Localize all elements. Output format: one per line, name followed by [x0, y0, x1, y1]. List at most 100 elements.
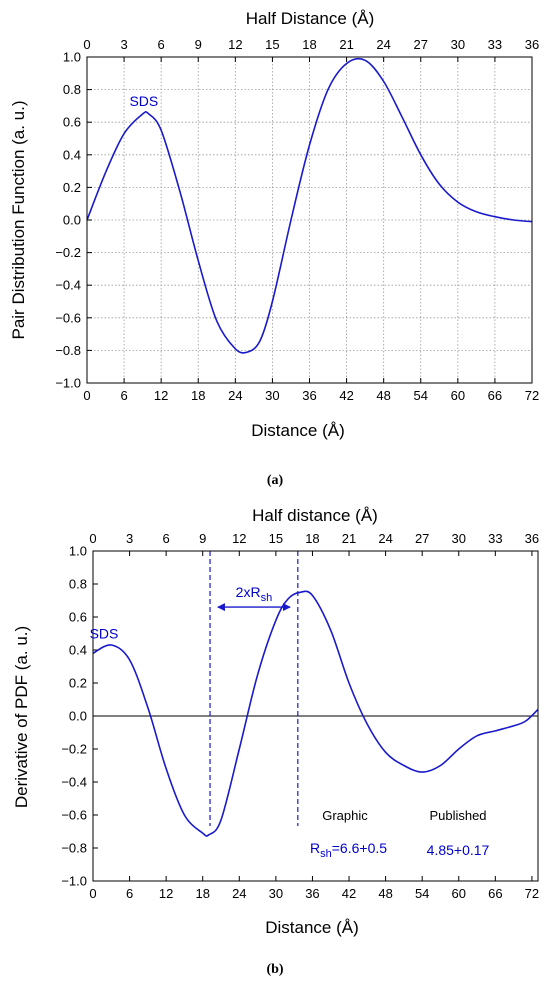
panel-b-top-ticks: 0 3 6 9 12 15 18 21 24 27 30 33 36 — [89, 531, 539, 556]
top-tick-label: 21 — [342, 531, 356, 546]
top-tick-label: 30 — [451, 37, 465, 52]
x-tick-label: 12 — [154, 388, 168, 403]
y-tick-label: −0.2 — [61, 742, 87, 757]
top-tick-label: 15 — [265, 37, 279, 52]
x-tick-label: 24 — [232, 886, 246, 901]
top-tick-label: 6 — [158, 37, 165, 52]
panel-b-arrow-label: 2xRsh — [236, 584, 273, 604]
top-tick-label: 36 — [525, 37, 539, 52]
x-tick-label: 18 — [195, 886, 209, 901]
y-tick-label: 0.4 — [63, 147, 81, 162]
y-tick-label: −1.0 — [55, 376, 81, 391]
top-tick-label: 0 — [83, 37, 90, 52]
panel-a-grid — [87, 57, 532, 383]
y-tick-label: 1.0 — [69, 544, 87, 559]
top-tick-label: 24 — [378, 531, 392, 546]
panel-b-top-axis-title: Half distance (Å) — [252, 506, 378, 525]
panel-b-x-axis-title: Distance (Å) — [265, 918, 359, 937]
panel-a-top-axis-title: Half Distance (Å) — [246, 9, 374, 28]
x-tick-label: 6 — [120, 388, 127, 403]
x-tick-label: 12 — [159, 886, 173, 901]
y-tick-label: 0.0 — [69, 709, 87, 724]
top-tick-label: 27 — [415, 531, 429, 546]
y-tick-label: −0.4 — [55, 278, 81, 293]
panel-a-y-axis-title: Pair Distribution Function (a. u.) — [9, 100, 28, 339]
x-tick-label: 30 — [269, 886, 283, 901]
y-tick-label: −1.0 — [61, 874, 87, 889]
y-tick-label: −0.6 — [61, 808, 87, 823]
top-tick-label: 6 — [163, 531, 170, 546]
top-tick-label: 9 — [195, 37, 202, 52]
rsh-graphic-value: =6.6+0.5 — [332, 840, 387, 856]
panel-b-y-axis-title: Derivative of PDF (a. u.) — [12, 626, 31, 808]
top-tick-label: 24 — [376, 37, 390, 52]
table-header-graphic: Graphic — [322, 808, 368, 823]
top-tick-label: 21 — [339, 37, 353, 52]
y-tick-label: −0.6 — [55, 310, 81, 325]
top-tick-label: 12 — [228, 37, 242, 52]
x-tick-label: 24 — [228, 388, 242, 403]
x-tick-label: 72 — [525, 388, 539, 403]
panel-a-y-ticks: −1.0 −0.8 −0.6 −0.4 −0.2 0.0 0.2 0.4 0.6 0.8 1.0 — [55, 50, 92, 391]
panel-b-plot-frame — [92, 550, 539, 882]
x-tick-label: 54 — [415, 886, 429, 901]
arrow-label-sub: sh — [261, 592, 273, 604]
x-tick-label: 60 — [452, 886, 466, 901]
y-tick-label: 1.0 — [63, 50, 81, 65]
top-tick-label: 33 — [488, 531, 502, 546]
top-tick-label: 36 — [525, 531, 539, 546]
panel-a-label: (a) — [267, 473, 284, 488]
x-tick-label: 42 — [342, 886, 356, 901]
x-tick-label: 18 — [191, 388, 205, 403]
y-tick-label: 0.6 — [63, 115, 81, 130]
panel-b-x-ticks: 0 6 12 18 24 30 36 42 48 54 60 66 72 — [89, 876, 539, 901]
panel-a-plot-frame — [86, 56, 533, 384]
x-tick-label: 54 — [414, 388, 428, 403]
table-rsh-published: 4.85+0.17 — [427, 842, 490, 858]
y-tick-label: −0.8 — [55, 343, 81, 358]
x-tick-label: 66 — [488, 388, 502, 403]
top-tick-label: 3 — [120, 37, 127, 52]
panel-b-y-ticks: −1.0 −0.8 −0.6 −0.4 −0.2 0.0 0.2 0.4 0.6 0.8 1.0 — [61, 544, 98, 889]
rsh-main: R — [310, 840, 320, 856]
panel-b-label: (b) — [266, 962, 283, 977]
x-tick-label: 66 — [488, 886, 502, 901]
arrow-label-main: 2xR — [236, 584, 261, 600]
x-tick-label: 6 — [126, 886, 133, 901]
y-tick-label: 0.4 — [69, 643, 87, 658]
x-tick-label: 36 — [302, 388, 316, 403]
top-tick-label: 12 — [232, 531, 246, 546]
x-tick-label: 48 — [376, 388, 390, 403]
x-tick-label: 30 — [265, 388, 279, 403]
top-tick-label: 15 — [269, 531, 283, 546]
top-tick-label: 18 — [302, 37, 316, 52]
y-tick-label: 0.2 — [69, 676, 87, 691]
top-tick-label: 27 — [414, 37, 428, 52]
y-tick-label: 0.2 — [63, 180, 81, 195]
x-tick-label: 0 — [89, 886, 96, 901]
table-header-published: Published — [429, 808, 486, 823]
panel-b-dashed-markers — [209, 551, 299, 826]
y-tick-label: 0.0 — [63, 213, 81, 228]
x-tick-label: 72 — [525, 886, 539, 901]
panel-b-chart: Half distance (Å) 0 6 12 18 24 30 36 42 48 54 60 66… — [12, 506, 539, 977]
x-tick-label: 36 — [305, 886, 319, 901]
rsh-sub: sh — [320, 848, 332, 860]
top-tick-label: 18 — [305, 531, 319, 546]
panel-a-annotation-sds: SDS — [129, 93, 158, 109]
y-tick-label: 0.8 — [63, 82, 81, 97]
x-tick-label: 60 — [451, 388, 465, 403]
panel-a-series-line — [86, 57, 533, 354]
panel-a-x-ticks: 0 6 12 18 24 30 36 42 48 54 60 66 72 — [83, 378, 539, 403]
panel-a-top-ticks: 0 3 6 9 12 15 18 21 24 27 30 33 36 — [83, 37, 539, 62]
panel-a-chart: Half Distance (Å) 0 6 12 18 24 30 36 42 48 54 60 66… — [9, 9, 539, 488]
x-tick-label: 0 — [83, 388, 90, 403]
top-tick-label: 9 — [199, 531, 206, 546]
top-tick-label: 3 — [126, 531, 133, 546]
y-tick-label: −0.4 — [61, 775, 87, 790]
top-tick-label: 30 — [452, 531, 466, 546]
x-tick-label: 42 — [339, 388, 353, 403]
y-tick-label: −0.8 — [61, 841, 87, 856]
y-tick-label: −0.2 — [55, 245, 81, 260]
